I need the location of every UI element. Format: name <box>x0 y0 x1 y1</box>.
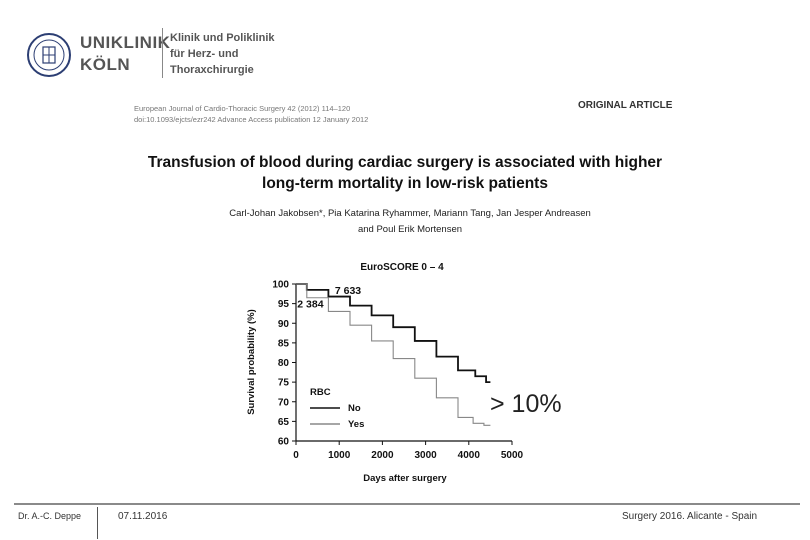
authors-line1: Carl-Johan Jakobsen*, Pia Katarina Ryham… <box>229 208 591 219</box>
x-axis-label: Days after surgery <box>363 473 447 484</box>
x-tick-label: 3000 <box>414 450 437 461</box>
university-seal-icon <box>27 33 71 77</box>
footer-divider <box>14 503 800 505</box>
y-tick-label: 95 <box>278 299 290 310</box>
x-tick-label: 5000 <box>501 450 524 461</box>
survival-chart: EuroSCORE 0 – 4 Survival probability (%)… <box>246 262 524 484</box>
logo-line1: UNIKLINIK <box>80 33 171 52</box>
legend-label-yes: Yes <box>348 419 364 430</box>
logo-line2: KÖLN <box>80 55 131 74</box>
clinic-line2: für Herz- und <box>170 48 239 60</box>
footer-date: 07.11.2016 <box>118 511 168 522</box>
y-tick-label: 75 <box>278 378 290 389</box>
y-tick-label: 90 <box>278 319 290 330</box>
n-label-no: 7 633 <box>335 285 361 297</box>
y-tick-label: 80 <box>278 358 290 369</box>
article-authors: Carl-Johan Jakobsen*, Pia Katarina Ryham… <box>130 206 690 238</box>
chart-series <box>296 283 491 426</box>
footer-event: Surgery 2016. Alicante - Spain <box>622 511 758 522</box>
logo-divider <box>162 28 163 78</box>
article-title: Transfusion of blood during cardiac surg… <box>105 152 705 194</box>
title-line1: Transfusion of blood during cardiac surg… <box>147 154 663 171</box>
y-axis-label: Survival probability (%) <box>246 309 257 415</box>
legend-title: RBC <box>310 387 331 398</box>
chart-legend: RBC No Yes <box>310 387 364 430</box>
legend-label-no: No <box>348 403 361 414</box>
mortality-difference-annotation: > 10% <box>490 390 562 418</box>
article-type: ORIGINAL ARTICLE <box>578 100 673 111</box>
x-tick-label: 2000 <box>371 450 394 461</box>
y-tick-label: 60 <box>278 437 290 448</box>
footer-author: Dr. A.-C. Deppe <box>18 511 82 521</box>
y-tick-label: 85 <box>278 338 290 349</box>
x-tick-label: 0 <box>293 450 299 461</box>
title-line2: long-term mortality in low-risk patients <box>262 175 548 192</box>
logo-wordmark: UNIKLINIK KÖLN <box>80 32 170 76</box>
series-line-yes <box>296 283 491 426</box>
series-line-no <box>296 283 491 384</box>
x-tick-label: 1000 <box>328 450 351 461</box>
chart-title: EuroSCORE 0 – 4 <box>360 262 444 273</box>
clinic-line1: Klinik und Poliklinik <box>170 32 275 44</box>
journal-line2: doi:10.1093/ejcts/ezr242 Advance Access … <box>134 115 369 124</box>
y-tick-label: 100 <box>272 280 289 291</box>
authors-line2: and Poul Erik Mortensen <box>357 224 463 235</box>
n-label-yes: 2 384 <box>297 299 323 311</box>
footer-separator <box>97 507 98 539</box>
y-tick-label: 65 <box>278 417 290 428</box>
y-tick-label: 70 <box>278 397 290 408</box>
journal-line1: European Journal of Cardio-Thoracic Surg… <box>134 104 351 113</box>
clinic-name: Klinik und Poliklinik für Herz- und Thor… <box>170 30 275 78</box>
clinic-line3: Thoraxchirurgie <box>170 64 254 76</box>
x-tick-label: 4000 <box>458 450 481 461</box>
journal-citation: European Journal of Cardio-Thoracic Surg… <box>134 103 368 125</box>
